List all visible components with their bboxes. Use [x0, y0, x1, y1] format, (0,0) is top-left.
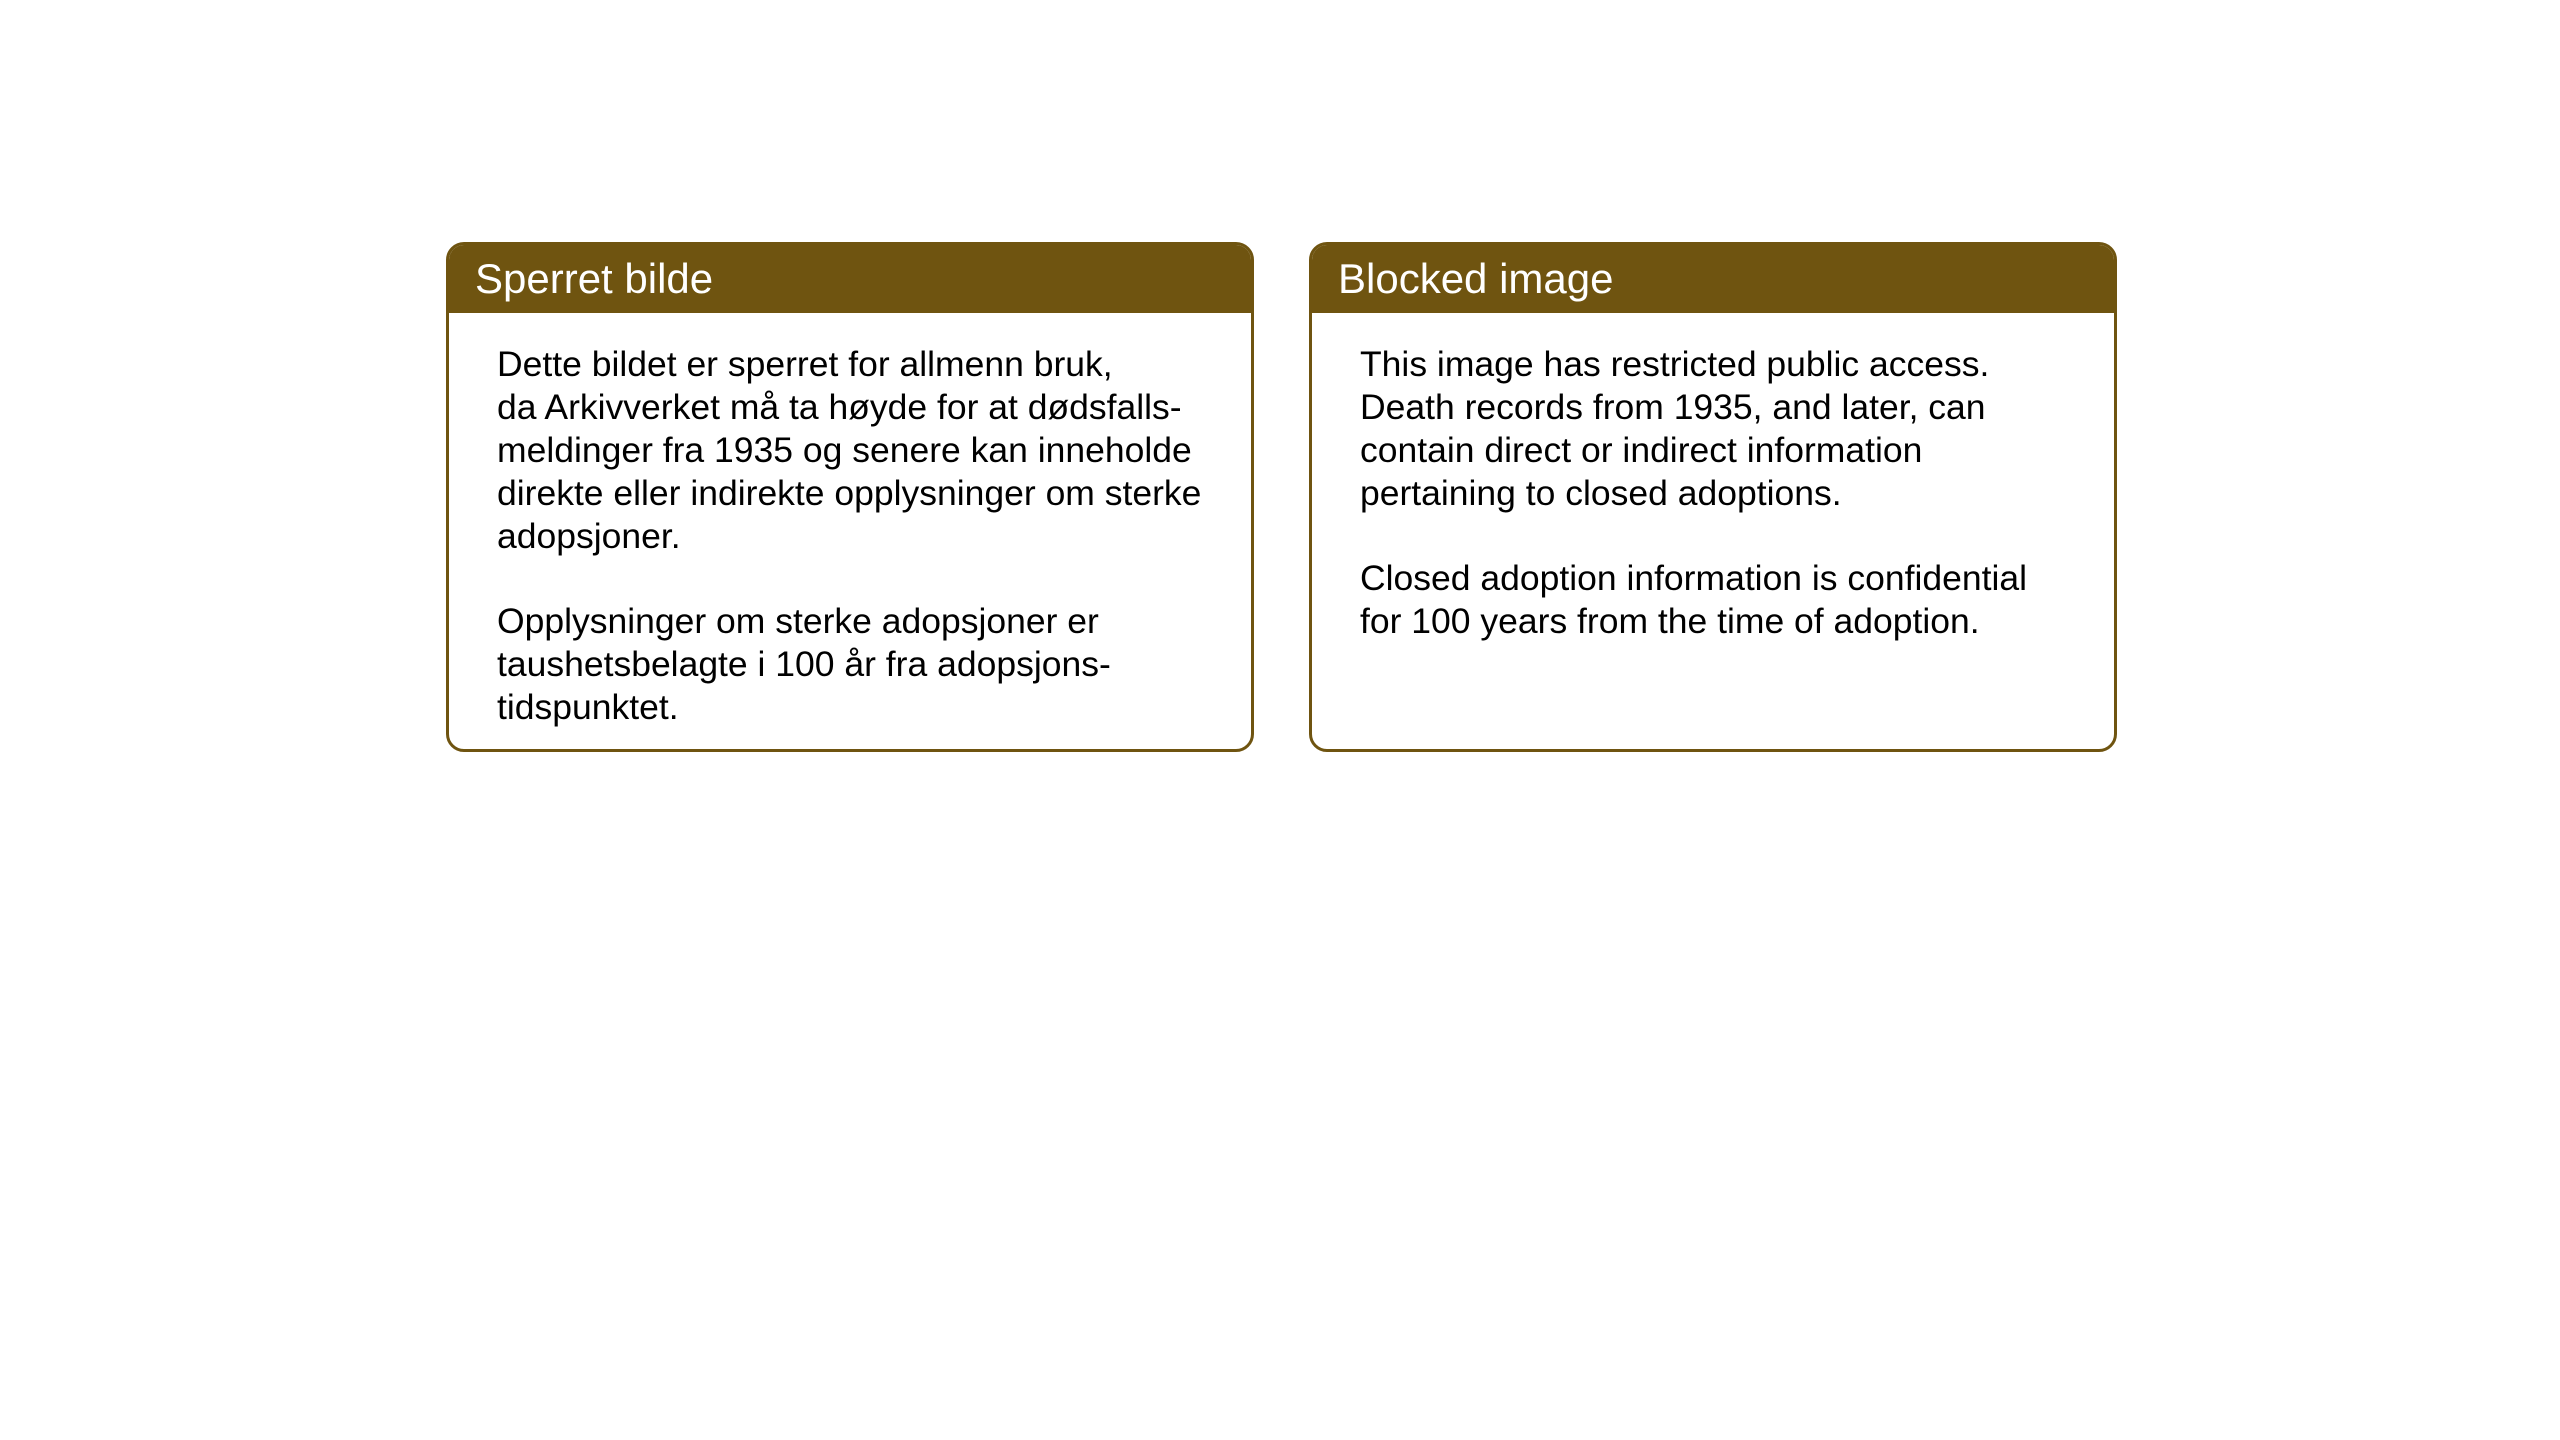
text-line: Opplysninger om sterke adopsjoner er	[497, 601, 1099, 641]
card-norwegian: Sperret bilde Dette bildet er sperret fo…	[446, 242, 1254, 752]
cards-container: Sperret bilde Dette bildet er sperret fo…	[446, 242, 2117, 752]
text-line: direkte eller indirekte opplysninger om …	[497, 473, 1201, 513]
card-english: Blocked image This image has restricted …	[1309, 242, 2117, 752]
text-line: This image has restricted public access.	[1360, 344, 1989, 384]
card-paragraph-2-english: Closed adoption information is confident…	[1360, 557, 2094, 643]
text-line: Closed adoption information is confident…	[1360, 558, 2027, 598]
text-line: adopsjoner.	[497, 516, 681, 556]
text-line: Death records from 1935, and later, can	[1360, 387, 1986, 427]
card-paragraph-1-norwegian: Dette bildet er sperret for allmenn bruk…	[497, 343, 1231, 558]
text-line: Dette bildet er sperret for allmenn bruk…	[497, 344, 1113, 384]
card-title-english: Blocked image	[1338, 255, 1613, 302]
text-line: taushetsbelagte i 100 år fra adopsjons-	[497, 644, 1111, 684]
card-title-norwegian: Sperret bilde	[475, 255, 713, 302]
card-header-english: Blocked image	[1312, 245, 2114, 313]
text-line: tidspunktet.	[497, 687, 679, 727]
text-line: contain direct or indirect information	[1360, 430, 1922, 470]
text-line: meldinger fra 1935 og senere kan innehol…	[497, 430, 1192, 470]
text-line: da Arkivverket må ta høyde for at dødsfa…	[497, 387, 1182, 427]
text-line: for 100 years from the time of adoption.	[1360, 601, 1980, 641]
card-body-english: This image has restricted public access.…	[1312, 313, 2114, 673]
card-paragraph-1-english: This image has restricted public access.…	[1360, 343, 2094, 515]
card-paragraph-2-norwegian: Opplysninger om sterke adopsjoner er tau…	[497, 600, 1231, 729]
card-body-norwegian: Dette bildet er sperret for allmenn bruk…	[449, 313, 1251, 752]
card-header-norwegian: Sperret bilde	[449, 245, 1251, 313]
text-line: pertaining to closed adoptions.	[1360, 473, 1842, 513]
